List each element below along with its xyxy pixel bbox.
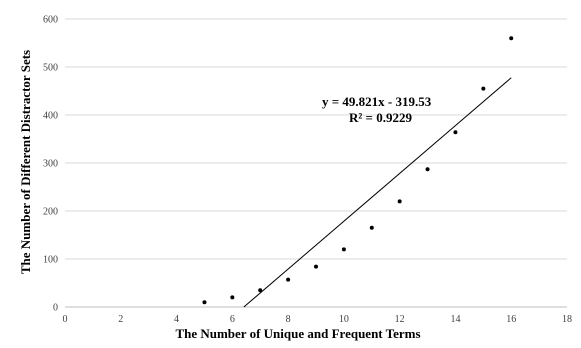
data-point bbox=[481, 86, 486, 91]
x-tick-label: 4 bbox=[174, 314, 179, 325]
x-tick-label: 10 bbox=[339, 314, 349, 325]
data-point bbox=[369, 225, 374, 230]
data-point bbox=[230, 295, 235, 300]
data-point bbox=[314, 264, 318, 269]
data-point bbox=[286, 277, 291, 282]
y-tick-label: 0 bbox=[53, 303, 58, 314]
x-tick-label: 6 bbox=[230, 314, 235, 325]
x-tick-labels: 0 2 4 6 8 10 12 14 16 18 bbox=[63, 314, 573, 325]
r-squared-label: R² = 0.9229 bbox=[349, 110, 412, 125]
y-tick-label: 300 bbox=[43, 159, 58, 170]
data-point bbox=[397, 199, 402, 204]
x-axis-title: The Number of Unique and Frequent Terms bbox=[175, 326, 420, 341]
x-tick-label: 0 bbox=[63, 314, 68, 325]
data-point bbox=[258, 288, 263, 293]
data-points bbox=[202, 36, 514, 305]
data-point bbox=[453, 130, 458, 135]
y-axis-title: The Number of Different Distractor Sets bbox=[18, 50, 33, 274]
y-tick-labels: 0 100 200 300 400 500 600 bbox=[43, 15, 58, 314]
data-point bbox=[341, 247, 346, 252]
data-point bbox=[425, 167, 430, 172]
x-tick-label: 2 bbox=[118, 314, 123, 325]
x-tick-label: 16 bbox=[506, 314, 516, 325]
gridlines bbox=[65, 18, 567, 260]
x-tick-label: 12 bbox=[395, 314, 405, 325]
y-tick-label: 200 bbox=[43, 207, 58, 218]
y-tick-label: 500 bbox=[43, 63, 58, 74]
x-tick-label: 14 bbox=[450, 314, 460, 325]
y-tick-label: 400 bbox=[43, 111, 58, 122]
x-tick-label: 18 bbox=[562, 314, 572, 325]
x-tick-label: 8 bbox=[286, 314, 291, 325]
y-tick-label: 100 bbox=[43, 255, 58, 266]
trendline-equation: y = 49.821x - 319.53 bbox=[322, 94, 432, 109]
data-point bbox=[202, 300, 207, 305]
trendline bbox=[243, 77, 512, 308]
data-point bbox=[509, 36, 514, 41]
y-tick-label: 600 bbox=[43, 15, 58, 26]
